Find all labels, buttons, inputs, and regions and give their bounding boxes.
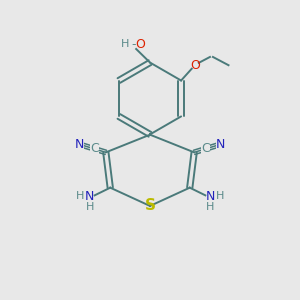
Text: S: S — [145, 198, 155, 213]
Text: O: O — [135, 38, 145, 51]
Text: C: C — [90, 142, 99, 155]
Text: C: C — [201, 142, 210, 155]
Text: N: N — [85, 190, 94, 203]
Text: N: N — [206, 190, 215, 203]
Text: H: H — [121, 39, 129, 49]
Text: H: H — [216, 190, 224, 201]
Text: -: - — [132, 38, 136, 51]
Text: N: N — [75, 138, 84, 151]
Text: H: H — [85, 202, 94, 212]
Text: H: H — [76, 190, 84, 201]
Text: H: H — [206, 202, 214, 212]
Text: O: O — [190, 59, 200, 72]
Text: N: N — [216, 138, 225, 151]
